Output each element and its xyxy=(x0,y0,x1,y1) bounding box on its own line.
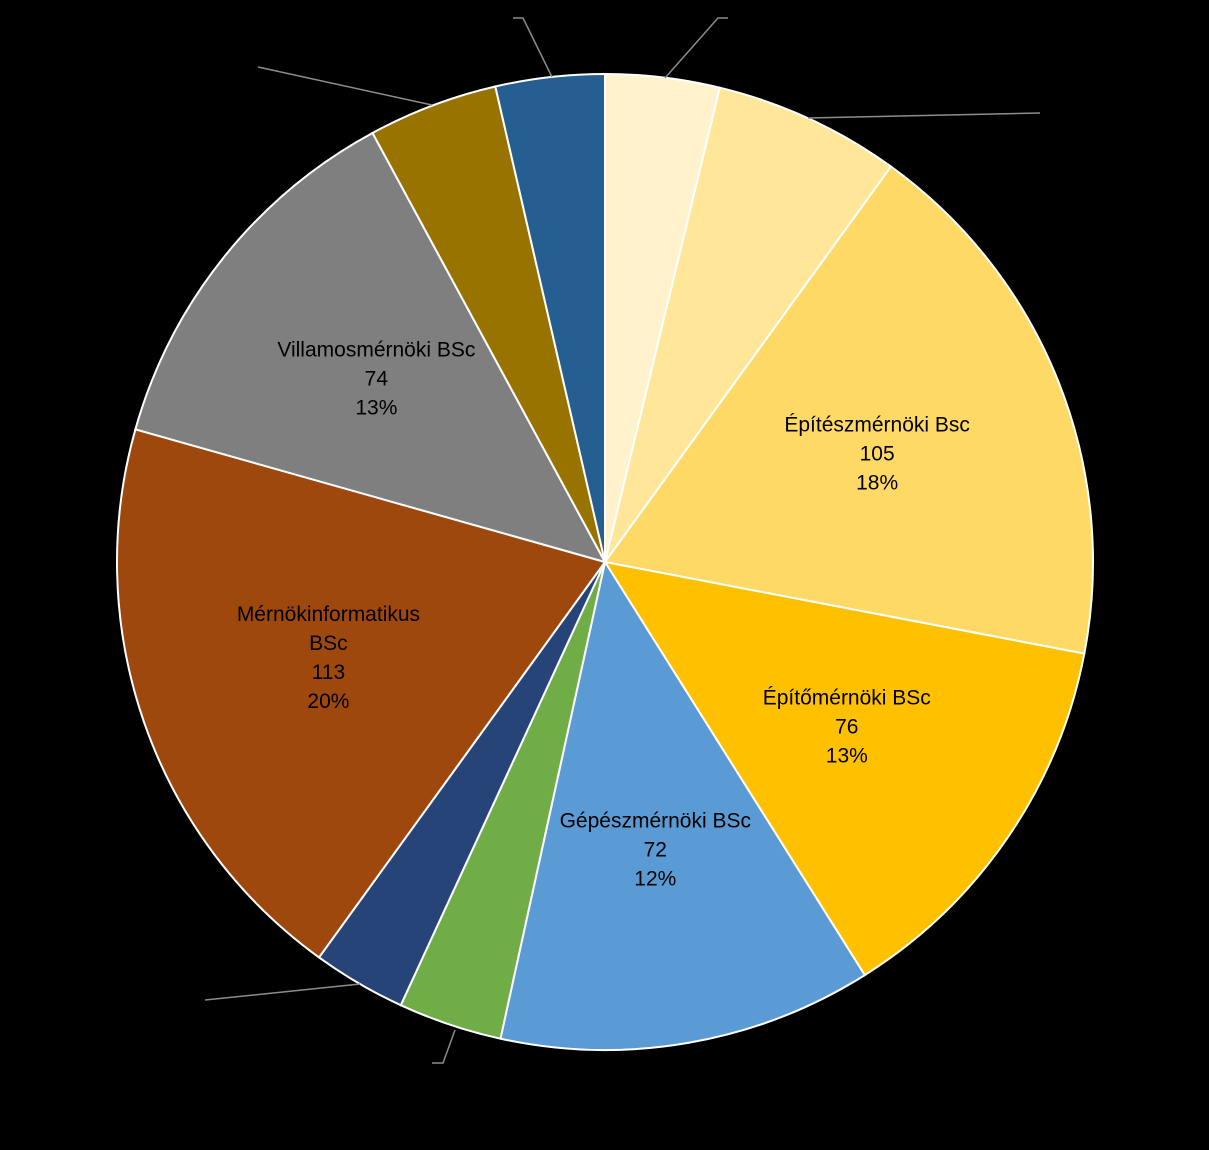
value-label: 74 xyxy=(364,367,389,391)
value-label: 105 xyxy=(859,442,895,466)
pie-slice xyxy=(116,428,607,959)
leader-line xyxy=(257,66,433,106)
pie-slice xyxy=(603,165,1094,655)
pie-slice xyxy=(494,72,606,563)
leader-line xyxy=(807,112,1041,119)
percent-label: 18% xyxy=(856,471,899,495)
leader-line xyxy=(664,17,728,79)
category-label: Építészmérnöki Bsc xyxy=(784,413,970,437)
data-label: Villamosmérnöki BSc 74 13% xyxy=(256,336,496,423)
percent-label: 13% xyxy=(825,744,868,768)
pie-slice xyxy=(602,560,1086,977)
category-label: Villamosmérnöki BSc xyxy=(277,338,476,362)
leader-line xyxy=(204,983,361,1001)
value-label: 113 xyxy=(311,661,346,685)
percent-label: 20% xyxy=(307,690,350,714)
category-label: Mérnökinformatikus BSc xyxy=(236,603,421,656)
pie-slice xyxy=(604,86,893,563)
data-label: Gépészmérnöki BSc 72 12% xyxy=(535,807,775,894)
value-label: 76 xyxy=(835,715,859,739)
pie-slice xyxy=(499,559,867,1051)
value-label: 72 xyxy=(643,838,667,862)
data-label: Építészmérnöki Bsc 105 18% xyxy=(757,410,997,497)
data-label: Építőmérnöki BSc 76 13% xyxy=(727,684,967,771)
data-label: Mérnökinformatikus BSc 113 20% xyxy=(228,600,428,716)
category-label: Építőmérnöki BSc xyxy=(762,686,931,710)
percent-label: 12% xyxy=(634,867,677,891)
leader-line xyxy=(513,17,553,78)
leader-line xyxy=(432,1029,456,1064)
percent-label: 13% xyxy=(355,396,398,420)
pie-slice xyxy=(134,131,608,564)
category-label: Gépészmérnöki BSc xyxy=(559,809,752,833)
